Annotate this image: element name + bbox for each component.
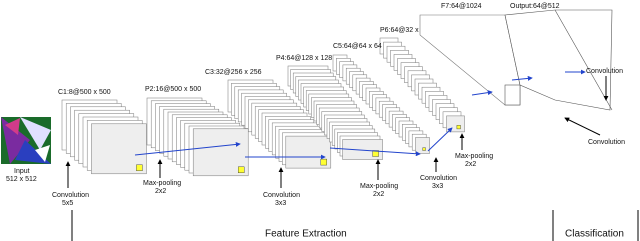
- op-name: Convolution: [586, 68, 623, 75]
- flow-arrow: [329, 147, 421, 157]
- receptive-field: [372, 150, 379, 157]
- feature-map-front: [415, 137, 430, 154]
- input-image: [1, 117, 51, 164]
- op-kernel: 3x3: [275, 200, 286, 207]
- op-kernel: 3x3: [432, 183, 443, 190]
- flow-arrow: [511, 75, 533, 81]
- feature-maps: [61, 37, 465, 177]
- section-label: Feature Extraction: [265, 229, 347, 240]
- op-name: Max-pooling: [455, 153, 493, 160]
- receptive-field: [237, 166, 245, 174]
- input-size: 512 x 512: [6, 176, 37, 183]
- receptive-field: [320, 158, 327, 166]
- layer-label: Output:64@512: [510, 3, 560, 10]
- flow-arrow: [427, 127, 453, 152]
- output-plane: [504, 9, 613, 111]
- op-kernel: 2x2: [155, 188, 166, 195]
- op-kernel: 2x2: [465, 161, 476, 168]
- op-arrow: [564, 117, 601, 136]
- flow-arrow: [471, 90, 493, 96]
- feature-map-front: [446, 115, 465, 133]
- op-kernel: 2x2: [373, 191, 384, 198]
- op-kernel: 5x5: [62, 200, 73, 207]
- layer-label: P6:64@32 x 32: [380, 27, 428, 34]
- layer-label: P2:16@500 x 500: [145, 86, 201, 93]
- output-edge: [554, 9, 613, 111]
- op-name: Max-pooling: [143, 180, 181, 187]
- section-label: Classification: [565, 229, 624, 240]
- layer-label: P4:64@128 x 128: [276, 55, 332, 62]
- op-name: Convolution: [52, 192, 89, 199]
- receptive-field: [456, 125, 461, 130]
- flow-arrow: [134, 141, 241, 156]
- receptive-field: [136, 164, 143, 172]
- op-name: Convolution: [263, 192, 300, 199]
- layer-label: C3:32@256 x 256: [205, 69, 262, 76]
- op-name: Max-pooling: [360, 183, 398, 190]
- op-name: Convolution: [420, 175, 457, 182]
- f7-front: [504, 84, 521, 106]
- layer-label: F7:64@1024: [441, 3, 482, 10]
- receptive-field: [422, 147, 426, 151]
- layer-label: C5:64@64 x 64: [333, 43, 382, 50]
- op-name: Convolution: [588, 139, 625, 146]
- input-label: Input: [14, 168, 30, 175]
- layer-label: C1:8@500 x 500: [58, 89, 111, 96]
